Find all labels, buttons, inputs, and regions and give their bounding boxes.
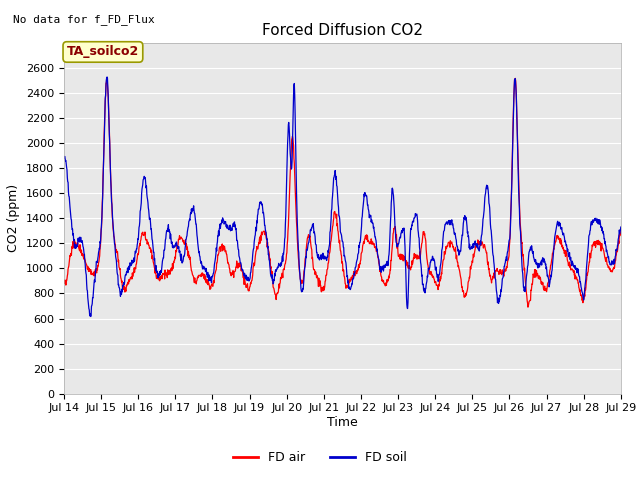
Text: No data for f_FD_Flux: No data for f_FD_Flux [13,14,154,25]
Title: Forced Diffusion CO2: Forced Diffusion CO2 [262,23,423,38]
FD air [511,75,519,81]
Y-axis label: CO2 (ppm): CO2 (ppm) [8,184,20,252]
FD air [60,277,68,283]
X-axis label: Time: Time [327,416,358,429]
FD soil [103,74,111,80]
Text: TA_soilco2: TA_soilco2 [67,46,139,59]
FD soil [378,264,385,270]
FD air [524,304,532,310]
FD soil [127,262,134,268]
FD soil [319,255,326,261]
FD soil [87,313,95,319]
FD soil [297,286,305,292]
FD air [103,77,111,83]
Line: FD air: FD air [64,78,621,307]
FD air [308,247,316,252]
Line: FD soil: FD soil [64,77,621,316]
FD air [617,229,625,235]
Legend: FD air, FD soil: FD air, FD soil [228,446,412,469]
FD air [296,276,304,282]
FD soil [617,224,625,230]
FD soil [104,83,111,89]
FD air [126,277,134,283]
FD air [377,272,385,278]
FD soil [308,222,316,228]
FD air [318,287,326,293]
FD soil [60,155,68,161]
